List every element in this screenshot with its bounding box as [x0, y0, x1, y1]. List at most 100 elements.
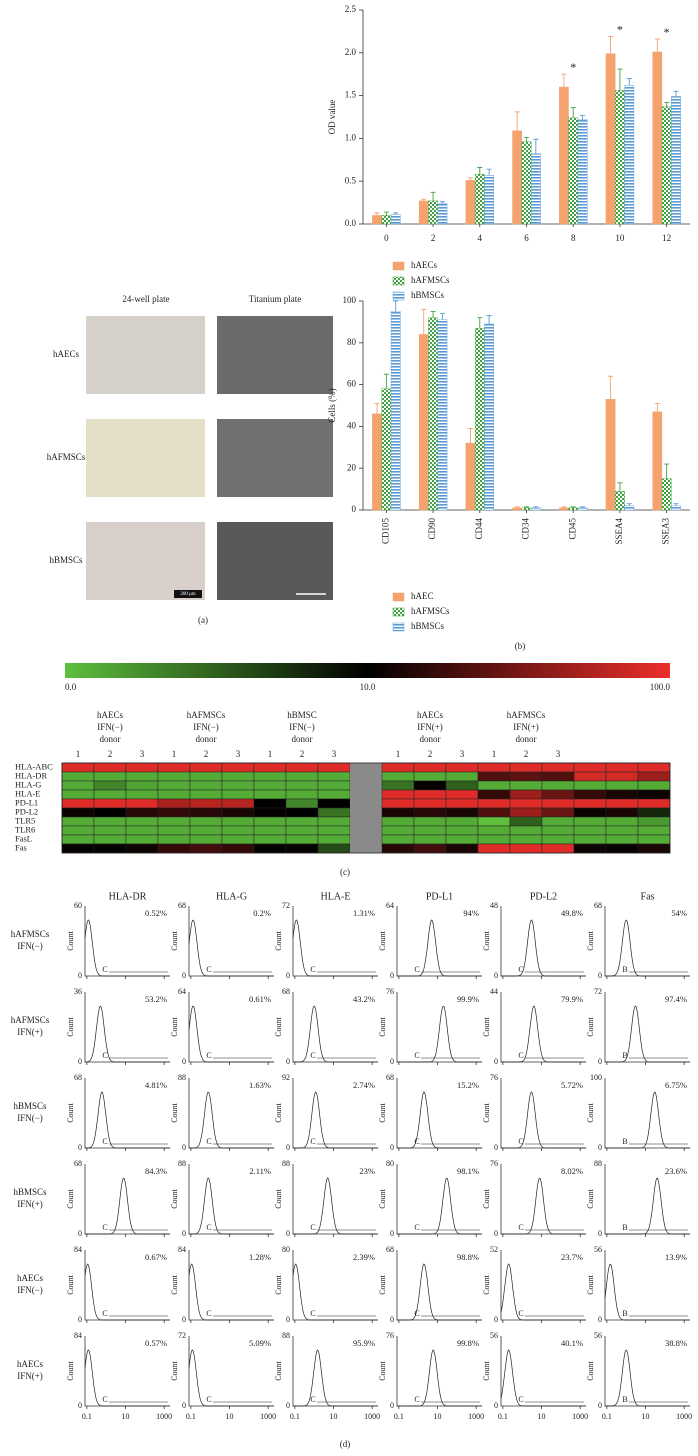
heat-cell: [477, 762, 511, 773]
legend-swatch: [392, 622, 405, 632]
heat-cell: [221, 780, 255, 791]
heat-cell: [285, 789, 319, 800]
gap-cell: [350, 772, 382, 781]
x-tick-label: 0.1: [394, 1412, 404, 1421]
heat-cell: [125, 843, 159, 854]
group-label: hBMSC: [287, 710, 317, 720]
heat-cell: [477, 825, 511, 836]
heat-cell: [381, 771, 415, 782]
bar: [390, 311, 401, 511]
error-bar: [421, 308, 427, 335]
x-tick-label: 0: [384, 233, 389, 243]
heat-cell: [413, 816, 447, 827]
y-axis-label: Count: [482, 1102, 491, 1122]
row-label: IFN(+): [17, 1027, 43, 1037]
panel-label: (b): [515, 641, 526, 651]
gate-label: B: [622, 1223, 627, 1232]
heat-cell: [445, 798, 479, 809]
heat-cell: [93, 762, 127, 773]
heat-cell: [317, 780, 351, 791]
heat-cell: [637, 789, 671, 800]
donor-label: 1: [172, 749, 177, 759]
heat-cell: [573, 771, 607, 782]
legend-swatch: [392, 607, 405, 617]
donor-label: 1: [76, 749, 81, 759]
gate-label: C: [518, 965, 523, 974]
error-bar: [608, 375, 614, 400]
heat-cell: [61, 816, 95, 827]
percent-label: 23.6%: [665, 1166, 687, 1176]
y-tick-label: 1.5: [345, 90, 357, 100]
y-tick-label: 68: [74, 1159, 82, 1168]
heat-cell: [125, 816, 159, 827]
y-axis-label: Count: [66, 1274, 75, 1294]
y-tick-label: 0: [286, 1057, 290, 1066]
gate-label: C: [206, 1309, 211, 1318]
histogram-curve: [189, 1177, 274, 1235]
gap-cell: [350, 790, 382, 799]
group-label: IFN(−): [97, 722, 123, 732]
gate-label: B: [622, 1137, 627, 1146]
y-tick-label: 72: [282, 901, 290, 910]
gate-label: C: [206, 1137, 211, 1146]
heat-cell: [413, 843, 447, 854]
legend-swatch: [392, 261, 405, 271]
heat-cell: [285, 771, 319, 782]
donor-label: 3: [236, 749, 241, 759]
heat-cell: [189, 798, 223, 809]
heat-cell: [509, 825, 543, 836]
y-tick-label: 60: [74, 901, 82, 910]
heat-cell: [61, 834, 95, 845]
heat-cell: [317, 825, 351, 836]
percent-label: 95.9%: [353, 1338, 375, 1348]
heat-cell: [637, 780, 671, 791]
histogram-curve: [188, 1349, 274, 1407]
row-label: hAFMSCs: [47, 452, 86, 462]
heat-cell: [637, 771, 671, 782]
y-tick-label: 88: [282, 1159, 290, 1168]
heat-cell: [541, 807, 575, 818]
heat-cell: [605, 780, 639, 791]
error-bar: [477, 167, 483, 175]
heat-cell: [221, 798, 255, 809]
heat-cell: [477, 798, 511, 809]
heat-cell: [477, 789, 511, 800]
bar: [559, 507, 569, 511]
heat-cell: [637, 834, 671, 845]
heat-cell: [93, 807, 127, 818]
panel-label: (d): [340, 1439, 351, 1449]
axis: [362, 301, 690, 511]
y-tick-label: 56: [490, 1331, 498, 1340]
gate-label: C: [518, 1051, 523, 1060]
row-label: IFN(−): [17, 941, 43, 951]
gap-cell: [350, 817, 382, 826]
bar: [652, 51, 663, 225]
gate-label: C: [310, 1051, 315, 1060]
error-bar: [430, 191, 436, 201]
heat-cell: [381, 825, 415, 836]
percent-label: 1.28%: [249, 1252, 271, 1262]
percent-label: 23.7%: [561, 1252, 583, 1262]
bar: [474, 327, 485, 511]
percent-label: 99.8%: [457, 1338, 479, 1348]
bar: [372, 413, 382, 511]
y-tick-label: 60: [347, 379, 357, 389]
histogram-curve: [188, 1005, 274, 1063]
error-bar: [467, 428, 473, 444]
heat-cell: [605, 771, 639, 782]
bar: [437, 203, 448, 225]
row-label: PD-L1: [15, 797, 38, 807]
group-label: hAECs: [97, 710, 124, 720]
percent-label: 13.9%: [665, 1252, 687, 1262]
heat-cell: [509, 834, 543, 845]
bar: [512, 507, 523, 511]
y-tick-label: 0: [78, 1315, 82, 1324]
y-axis-label: Count: [66, 930, 75, 950]
percent-label: 98.1%: [457, 1166, 479, 1176]
bar: [624, 505, 635, 511]
histogram-curve: [397, 1263, 482, 1321]
bar: [474, 174, 485, 225]
legend-swatch: [392, 592, 405, 602]
percent-label: 49.8%: [561, 908, 583, 918]
heat-cell: [253, 762, 287, 773]
